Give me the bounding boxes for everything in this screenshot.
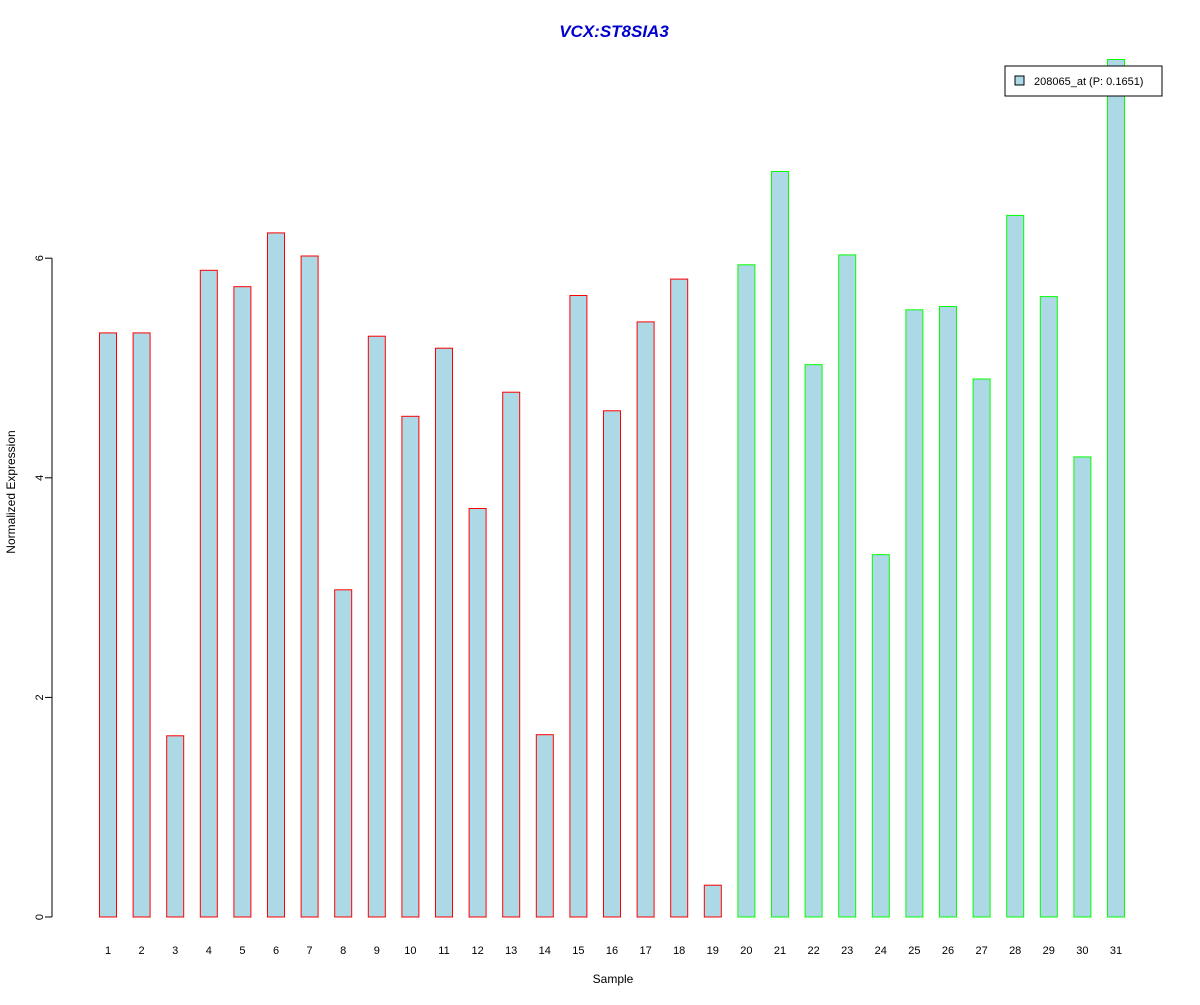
x-tick-label: 10	[404, 945, 416, 957]
bar-sample-17	[636, 321, 655, 918]
x-tick-label: 17	[639, 945, 651, 957]
bar-sample-19	[703, 884, 722, 918]
bar-sample-4	[199, 269, 218, 918]
bar-sample-12	[468, 508, 487, 918]
x-tick-label: 23	[841, 945, 853, 957]
y-tick-label: 0	[34, 914, 46, 920]
bar-sample-22	[804, 364, 823, 918]
bar-sample-16	[603, 410, 621, 918]
x-tick-label: 12	[471, 945, 483, 957]
bar-sample-8	[334, 589, 353, 918]
legend-swatch	[1014, 75, 1025, 86]
x-tick-label: 5	[239, 945, 245, 957]
bar-sample-13	[502, 391, 521, 918]
y-tick-label: 6	[34, 255, 46, 261]
bar-sample-27	[972, 378, 991, 918]
bar-sample-25	[905, 309, 924, 918]
bar-sample-21	[771, 171, 789, 918]
x-tick-label: 25	[908, 945, 920, 957]
x-tick-label: 31	[1110, 945, 1122, 957]
y-tick-label: 4	[34, 475, 46, 481]
bar-sample-15	[569, 295, 588, 918]
x-axis-label: Sample	[593, 972, 634, 986]
bar-sample-28	[1006, 214, 1025, 918]
bar-sample-2	[132, 332, 151, 918]
bar-sample-9	[367, 335, 386, 918]
bar-sample-6	[267, 232, 285, 918]
bar-sample-1	[99, 332, 117, 918]
bar-sample-10	[401, 415, 420, 918]
bar-sample-7	[300, 255, 319, 918]
bar-sample-23	[838, 254, 857, 918]
bar-sample-18	[670, 278, 689, 918]
y-tick-label: 2	[34, 694, 46, 700]
x-tick-label: 11	[438, 945, 449, 957]
bar-sample-26	[939, 306, 957, 918]
x-tick-label: 1	[105, 945, 111, 957]
bar-sample-20	[737, 264, 756, 918]
x-tick-label: 19	[707, 945, 719, 957]
bar-sample-3	[166, 735, 185, 918]
x-tick-label: 13	[505, 945, 517, 957]
x-tick-label: 4	[206, 945, 212, 957]
x-tick-label: 29	[1043, 945, 1055, 957]
x-tick-label: 27	[975, 945, 987, 957]
x-tick-label: 7	[307, 945, 313, 957]
bar-sample-30	[1073, 456, 1092, 918]
x-tick-label: 20	[740, 945, 752, 957]
x-tick-label: 26	[942, 945, 954, 957]
x-tick-label: 15	[572, 945, 584, 957]
x-tick-label: 18	[673, 945, 685, 957]
bar-sample-11	[435, 347, 453, 918]
x-tick-labels: 1 2 3 4 5 6 7 8 9 10 11 12 13 14 15 16 17 18 19 20 21 22 23 24 2…	[105, 945, 1122, 957]
bars	[99, 59, 1125, 918]
x-tick-label: 8	[340, 945, 346, 957]
x-tick-label: 21	[774, 945, 786, 957]
x-tick-label: 30	[1076, 945, 1088, 957]
x-tick-label: 22	[807, 945, 819, 957]
x-tick-label: 6	[273, 945, 279, 957]
bar-sample-31	[1107, 59, 1125, 918]
x-tick-label: 14	[539, 945, 551, 957]
x-tick-label: 3	[172, 945, 178, 957]
bar-sample-14	[535, 734, 554, 918]
x-tick-label: 9	[374, 945, 380, 957]
bar-sample-24	[871, 554, 890, 918]
chart-title: VCX:ST8SIA3	[559, 22, 669, 41]
legend-box	[1004, 65, 1163, 97]
x-tick-label: 28	[1009, 945, 1021, 957]
x-tick-label: 24	[875, 945, 887, 957]
legend-entry: 208065_at (P: 0.1651)	[1034, 76, 1143, 88]
bar-sample-29	[1039, 296, 1058, 918]
x-tick-label: 2	[139, 945, 145, 957]
y-axis-label: Normalized Expression	[4, 430, 18, 553]
bar-sample-5	[233, 286, 252, 918]
legend: 208065_at (P: 0.1651)	[1004, 65, 1163, 97]
x-tick-label: 16	[606, 945, 618, 957]
y-axis: 0 2 4 6	[34, 255, 53, 920]
